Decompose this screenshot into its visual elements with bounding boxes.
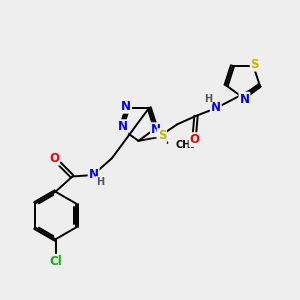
Text: Cl: Cl [49, 255, 62, 268]
Text: N: N [121, 100, 131, 113]
Text: H: H [204, 94, 212, 104]
Text: N: N [88, 168, 99, 181]
Text: H: H [96, 177, 104, 187]
Text: N: N [118, 120, 128, 133]
Text: N: N [239, 93, 250, 106]
Text: S: S [158, 129, 166, 142]
Text: O: O [49, 152, 59, 165]
Text: N: N [211, 101, 221, 114]
Text: S: S [250, 58, 259, 70]
Text: N: N [151, 123, 161, 136]
Text: O: O [190, 133, 200, 146]
Text: CH₃: CH₃ [176, 140, 196, 150]
